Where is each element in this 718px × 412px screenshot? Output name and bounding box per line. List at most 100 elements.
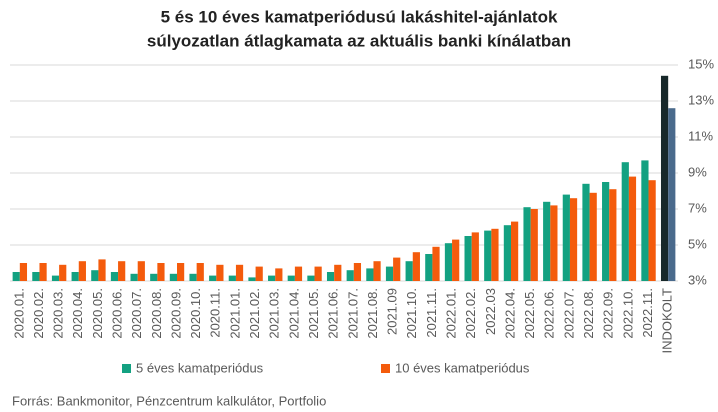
bar xyxy=(248,277,256,281)
legend-swatch xyxy=(381,364,390,373)
bar xyxy=(589,192,597,281)
bar xyxy=(412,252,420,281)
bar xyxy=(373,261,381,281)
bar xyxy=(268,275,276,281)
bar xyxy=(71,272,79,281)
bar xyxy=(582,183,590,281)
bar xyxy=(471,232,479,281)
bar xyxy=(294,266,303,281)
bar xyxy=(641,160,649,281)
bar xyxy=(668,108,676,281)
y-tick-label: 3% xyxy=(688,272,707,287)
bar xyxy=(503,225,511,281)
bar xyxy=(464,236,472,281)
bar xyxy=(275,268,283,281)
x-tick-label: 2020.10. xyxy=(188,288,203,339)
bar xyxy=(307,275,315,281)
x-tick-label: 2022.04. xyxy=(502,288,517,339)
x-tick-label: 2020.01. xyxy=(11,288,26,339)
x-tick-label: 2022.06. xyxy=(542,288,557,339)
x-tick-label: 2020.06. xyxy=(109,288,124,339)
x-tick-label: 2022.07. xyxy=(561,288,576,339)
x-tick-label: 2020.09. xyxy=(168,288,183,339)
x-tick-label: 2021.06. xyxy=(326,288,341,339)
bar xyxy=(157,263,165,281)
bar xyxy=(562,194,570,281)
bar xyxy=(19,263,28,281)
y-tick-label: 13% xyxy=(688,92,714,107)
x-tick-label: 2021.10. xyxy=(404,288,419,339)
x-tick-label: 2020.08. xyxy=(149,288,164,339)
bar xyxy=(169,273,177,281)
bar xyxy=(287,275,295,281)
bar xyxy=(530,209,538,281)
bar xyxy=(110,272,119,281)
x-tick-label: 2022.05. xyxy=(522,288,537,339)
x-tick-label: 2022.11. xyxy=(640,288,655,338)
x-tick-label: 2021.04. xyxy=(286,288,301,339)
x-tick-label: 2021.03. xyxy=(267,288,282,339)
y-tick-label: 5% xyxy=(688,236,707,251)
bar xyxy=(366,268,374,281)
bar xyxy=(91,270,99,281)
y-tick-label: 9% xyxy=(688,164,707,179)
bar xyxy=(196,263,204,281)
x-tick-label: 2022.01. xyxy=(443,288,458,339)
legend-label: 5 éves kamatperiódus xyxy=(136,360,264,375)
bar xyxy=(543,201,551,281)
x-tick-label: 2022.09. xyxy=(601,288,616,339)
chart-title: 5 és 10 éves kamatperiódusú lakáshitel-a… xyxy=(161,7,558,26)
bar xyxy=(39,263,47,281)
bar xyxy=(118,261,126,281)
bar xyxy=(628,176,637,281)
bar xyxy=(491,228,499,281)
bar xyxy=(177,263,185,281)
x-tick-label: 2021.01. xyxy=(227,288,242,339)
y-tick-label: 11% xyxy=(688,128,713,143)
bar xyxy=(550,205,558,281)
bar xyxy=(432,246,440,281)
bar xyxy=(150,273,158,281)
bar xyxy=(569,198,578,281)
bar xyxy=(314,266,322,281)
x-tick-label: 2021.05. xyxy=(306,288,321,339)
bar xyxy=(602,182,610,281)
bar xyxy=(189,273,197,281)
y-tick-label: 7% xyxy=(688,200,707,215)
bar xyxy=(334,264,342,281)
legend-swatch xyxy=(122,364,131,373)
bar xyxy=(484,230,492,281)
chart-title: súlyozatlan átlagkamata az aktuális bank… xyxy=(147,31,571,50)
x-tick-label: INDOKOLT xyxy=(660,288,675,354)
bar xyxy=(228,275,236,281)
x-tick-label: 2020.11. xyxy=(208,288,223,338)
bar xyxy=(511,221,519,281)
y-tick-label: 15% xyxy=(688,56,714,71)
bar xyxy=(130,273,138,281)
x-tick-label: 2020.04. xyxy=(70,288,85,339)
bar xyxy=(98,259,106,281)
bar xyxy=(59,264,67,281)
bar xyxy=(444,243,453,281)
x-tick-label: 2022.02. xyxy=(463,288,478,339)
x-tick-label: 2021.11. xyxy=(424,288,439,338)
source: Forrás: Bankmonitor, Pénzcentrum kalkulá… xyxy=(12,393,326,408)
bar xyxy=(393,257,401,281)
bar xyxy=(235,264,244,281)
bar xyxy=(12,272,20,281)
x-tick-label: 2020.02. xyxy=(31,288,46,339)
bar xyxy=(609,189,617,281)
bar xyxy=(660,75,669,281)
x-tick-label: 2020.07. xyxy=(129,288,144,339)
bar xyxy=(648,180,656,281)
bar xyxy=(326,272,335,281)
x-tick-label: 2022.08. xyxy=(581,288,596,339)
bar xyxy=(425,254,433,281)
bar xyxy=(452,239,460,281)
bar xyxy=(51,275,60,281)
bar xyxy=(209,275,217,281)
x-tick-label: 2020.05. xyxy=(90,288,105,339)
bar xyxy=(346,270,354,281)
bar xyxy=(255,266,263,281)
